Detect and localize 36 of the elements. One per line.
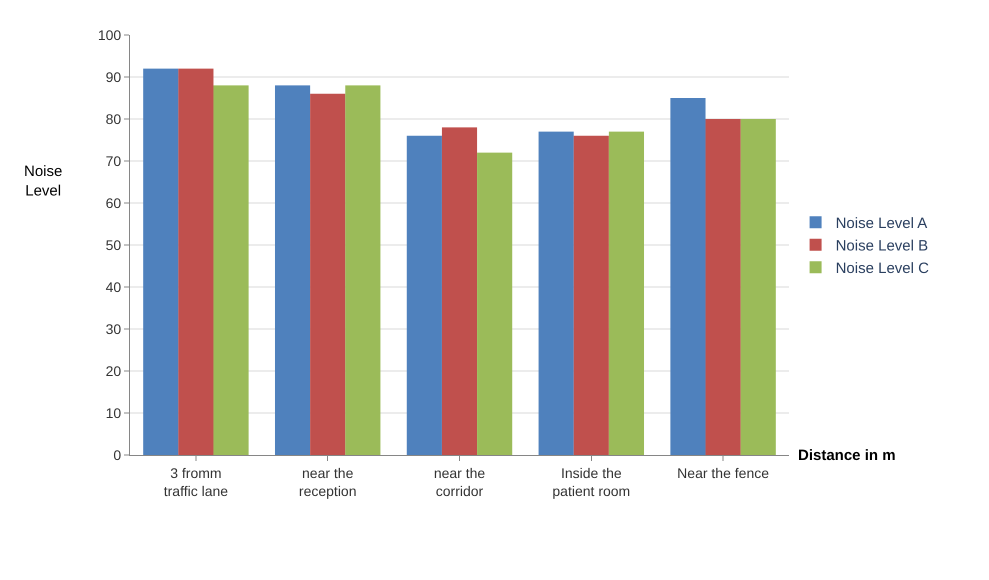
bar <box>406 136 442 455</box>
x-tick-label: Near the fence <box>677 464 770 481</box>
y-tick-label: 100 <box>98 26 122 43</box>
x-tick-label: Inside the patient room <box>552 464 630 499</box>
bar <box>442 127 478 455</box>
y-tick-label: 80 <box>106 110 122 127</box>
y-tick-label: 70 <box>106 152 122 169</box>
bar <box>538 132 574 455</box>
legend-label: Noise Level B <box>836 238 928 255</box>
legend-label: Noise Level C <box>836 260 930 278</box>
x-tick-label: 3 fromm traffic lane <box>164 464 228 499</box>
bar <box>477 152 512 455</box>
bar <box>310 94 346 455</box>
y-tick-label: 90 <box>106 68 122 85</box>
bar <box>274 85 310 455</box>
y-tick-label: 30 <box>106 320 122 337</box>
bar <box>213 85 249 455</box>
y-axis-title: Noise Level <box>24 163 62 200</box>
y-tick-label: 50 <box>106 236 122 253</box>
x-tick-label: near the corridor <box>434 464 486 499</box>
bar <box>608 132 644 455</box>
bar <box>670 98 706 455</box>
y-tick-label: 60 <box>106 194 122 211</box>
y-tick-label: 0 <box>113 446 122 463</box>
y-tick-label: 20 <box>106 362 122 379</box>
x-axis-title: Distance in m <box>798 447 896 464</box>
bar <box>345 85 380 455</box>
bar <box>143 68 178 455</box>
y-tick-label: 10 <box>106 404 122 421</box>
x-tick-label: near the reception <box>298 464 356 499</box>
bar <box>178 68 214 455</box>
bar <box>574 136 609 455</box>
y-tick-label: 40 <box>106 278 122 295</box>
bar <box>706 119 741 455</box>
bar <box>740 119 776 455</box>
legend-label: Noise Level A <box>836 215 928 232</box>
